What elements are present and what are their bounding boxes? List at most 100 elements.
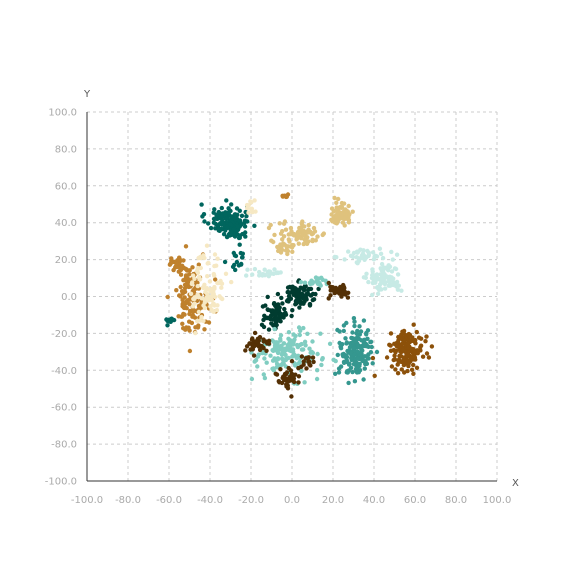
scatter-point	[366, 279, 371, 285]
scatter-point	[165, 294, 170, 300]
scatter-point	[211, 220, 217, 225]
scatter-point	[342, 285, 347, 291]
scatter-point	[307, 346, 312, 351]
scatter-point	[289, 394, 294, 399]
scatter-point	[223, 228, 228, 233]
scatter-point	[364, 271, 369, 276]
scatter-point	[230, 264, 236, 269]
scatter-point	[274, 316, 279, 322]
scatter-point	[368, 339, 374, 344]
scatter-point	[399, 367, 404, 372]
scatter-point	[260, 273, 265, 278]
scatter-point	[215, 303, 220, 308]
scatter-point	[263, 303, 268, 308]
scatter-point	[301, 288, 307, 293]
scatter-point	[264, 360, 269, 365]
scatter-point	[304, 296, 309, 301]
scatter-point	[340, 220, 346, 225]
scatter-point	[310, 231, 316, 236]
scatter-point	[206, 298, 211, 303]
y-tick-label: 60.0	[55, 181, 77, 192]
x-tick-label: -100.0	[71, 495, 103, 506]
scatter-point	[272, 232, 277, 238]
scatter-point	[371, 257, 377, 262]
scatter-point	[378, 251, 384, 256]
scatter-point	[289, 372, 294, 377]
scatter-point	[256, 352, 261, 357]
scatter-point	[294, 301, 299, 306]
scatter-point	[283, 248, 289, 253]
scatter-point	[275, 350, 281, 356]
scatter-point	[356, 249, 361, 254]
scatter-point	[388, 277, 393, 282]
scatter-point	[360, 252, 365, 257]
scatter-point	[334, 220, 339, 226]
scatter-point	[405, 352, 410, 357]
scatter-point	[205, 292, 210, 297]
x-tick-label: 40.0	[363, 495, 385, 506]
scatter-point	[308, 286, 314, 292]
scatter-point	[181, 258, 186, 263]
scatter-point	[257, 347, 263, 353]
scatter-point	[362, 337, 367, 342]
y-tick-label: -100.0	[45, 477, 77, 488]
scatter-point	[268, 353, 273, 358]
scatter-point	[345, 348, 350, 354]
scatter-point	[345, 369, 350, 374]
scatter-point	[375, 291, 381, 296]
scatter-point	[275, 270, 280, 275]
scatter-point	[328, 284, 333, 289]
scatter-point	[286, 355, 291, 361]
scatter-point	[411, 322, 416, 327]
scatter-point	[389, 269, 395, 274]
scatter-point	[310, 291, 316, 297]
scatter-point	[244, 273, 249, 278]
scatter-point	[178, 294, 183, 299]
scatter-point	[346, 203, 351, 209]
scatter-point	[180, 321, 185, 326]
scatter-point	[275, 244, 280, 250]
scatter-point	[240, 251, 245, 256]
scatter-point	[319, 357, 325, 362]
scatter-point	[356, 258, 362, 264]
scatter-point	[193, 330, 198, 336]
scatter-point	[212, 294, 218, 300]
scatter-point	[345, 216, 350, 221]
y-tick-label: 20.0	[55, 255, 77, 266]
scatter-point	[411, 371, 416, 376]
scatter-point	[206, 221, 211, 226]
scatter-point	[394, 279, 400, 285]
y-tick-label: -20.0	[51, 329, 77, 340]
scatter-point	[239, 213, 245, 218]
scatter-point	[364, 332, 369, 337]
scatter-point	[267, 269, 273, 274]
scatter-point	[393, 266, 399, 272]
scatter-point	[209, 298, 215, 303]
scatter-point	[310, 238, 315, 244]
scatter-point	[352, 362, 357, 367]
scatter-point	[197, 275, 202, 280]
scatter-point	[280, 194, 286, 199]
scatter-point	[253, 358, 259, 363]
scatter-point	[305, 291, 310, 296]
scatter-point	[370, 250, 376, 255]
scatter-point	[409, 367, 415, 372]
scatter-point	[355, 343, 360, 348]
scatter-point	[395, 272, 401, 277]
scatter-point	[226, 210, 231, 215]
scatter-point	[189, 281, 195, 287]
scatter-point	[294, 237, 299, 242]
scatter-point	[205, 274, 210, 279]
scatter-point	[187, 302, 192, 307]
scatter-point	[393, 367, 398, 372]
scatter-point	[344, 340, 350, 345]
scatter-point	[311, 359, 316, 365]
scatter-point	[280, 301, 285, 306]
scatter-point	[234, 259, 240, 265]
scatter-point	[301, 293, 306, 298]
scatter-point	[420, 354, 426, 359]
scatter-point	[200, 214, 205, 219]
scatter-point	[365, 328, 371, 333]
scatter-point	[220, 214, 225, 219]
y-tick-label: -40.0	[51, 366, 77, 377]
